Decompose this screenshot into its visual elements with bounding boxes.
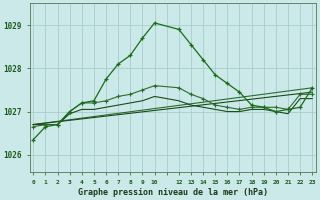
X-axis label: Graphe pression niveau de la mer (hPa): Graphe pression niveau de la mer (hPa): [78, 188, 268, 197]
